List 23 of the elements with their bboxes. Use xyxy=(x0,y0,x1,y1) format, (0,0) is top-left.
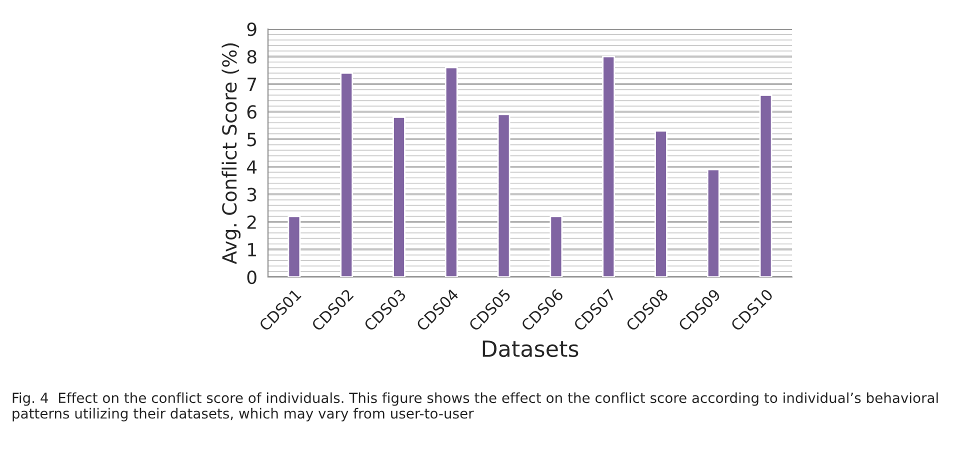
bar xyxy=(497,114,510,277)
y-tick-label: 0 xyxy=(247,270,256,284)
bar xyxy=(706,168,720,277)
bar xyxy=(288,216,301,277)
caption: Fig. 4 Effect on the conflict score of individuals. This figure shows the effect on the conflict score according to individual’s behavioral patterns utilizing their datasets, which may vary from user-to-user xyxy=(12,392,938,422)
y-tick-label: 3 xyxy=(247,188,256,202)
y-tick-label: 6 xyxy=(247,105,256,119)
bar xyxy=(444,66,458,277)
bar xyxy=(759,94,772,277)
bar xyxy=(340,72,354,277)
y-tick-label: 1 xyxy=(248,243,256,256)
y-axis-title: Avg. Conflict Score (%) xyxy=(222,43,241,264)
y-tick-label: 5 xyxy=(247,132,256,146)
bar xyxy=(392,116,406,277)
bar xyxy=(602,56,616,277)
bar xyxy=(550,216,563,277)
y-tick-label: 4 xyxy=(246,160,257,174)
y-tick-label: 9 xyxy=(247,22,256,36)
bar xyxy=(654,130,668,277)
x-axis-title: Datasets xyxy=(482,340,578,358)
y-tick-label: 7 xyxy=(248,78,256,91)
y-tick-label: 8 xyxy=(247,50,256,64)
y-tick-label: 2 xyxy=(247,215,256,229)
